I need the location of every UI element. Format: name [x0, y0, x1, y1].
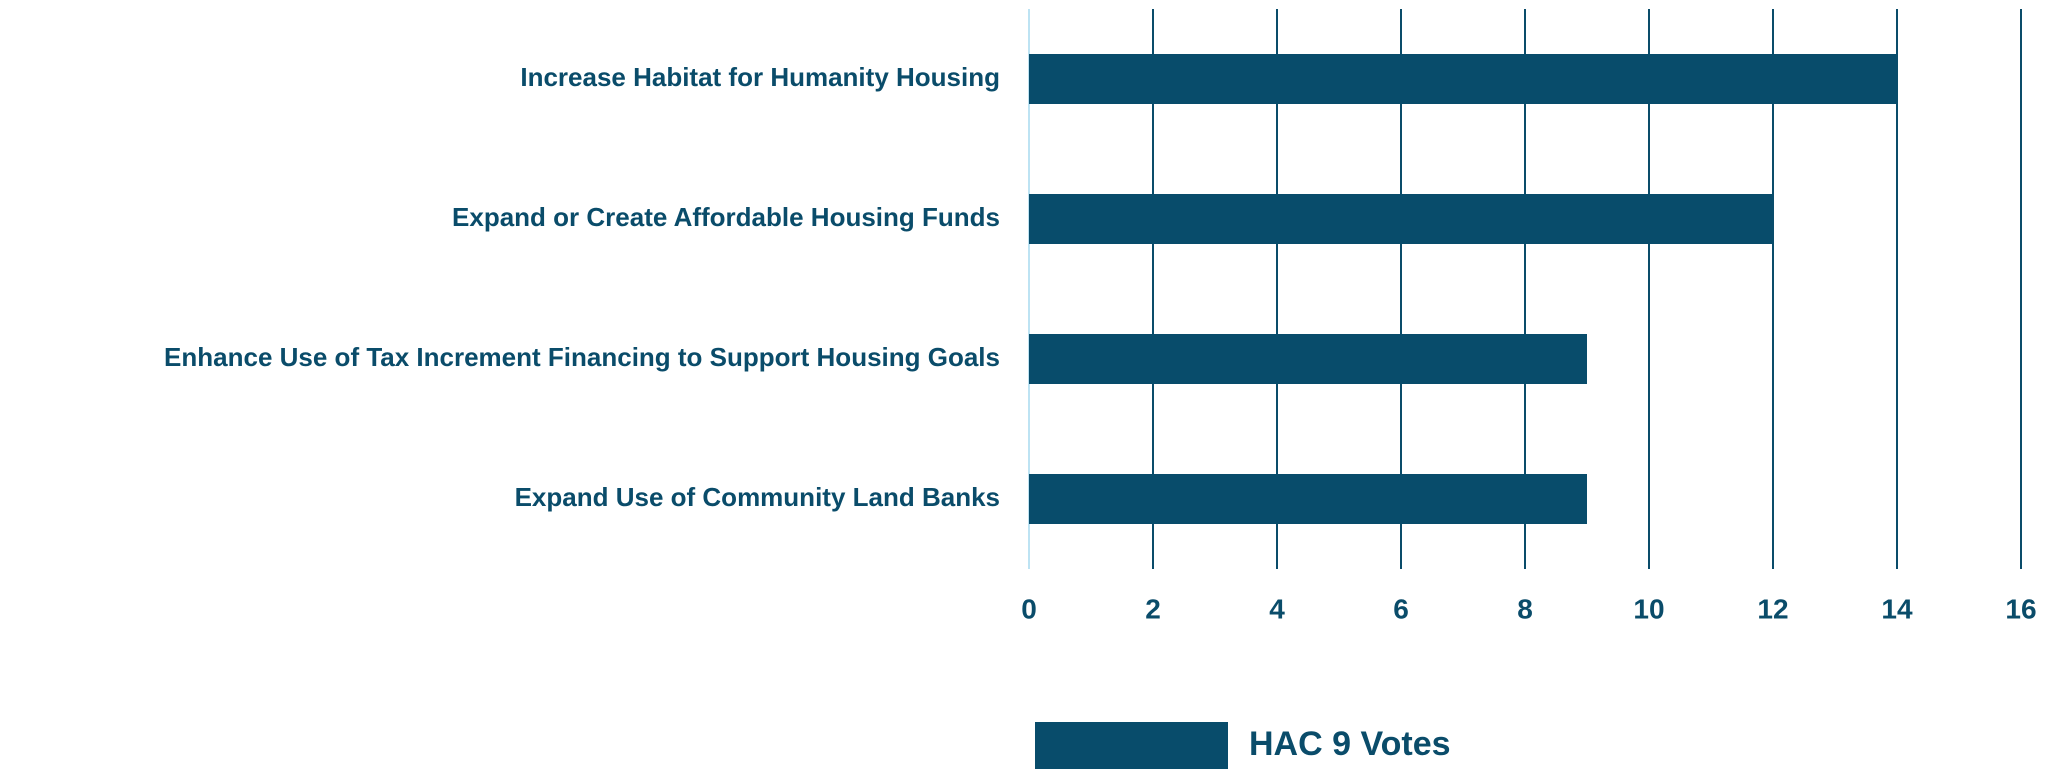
- x-tick-label: 14: [1881, 593, 1913, 624]
- x-tick-label: 4: [1269, 593, 1285, 624]
- x-tick-label: 16: [2005, 593, 2036, 624]
- bar: [1029, 54, 1897, 104]
- x-tick-label: 10: [1633, 593, 1664, 624]
- y-tick-label: Increase Habitat for Humanity Housing: [520, 62, 1000, 92]
- bar: [1029, 334, 1587, 384]
- legend-label: HAC 9 Votes: [1249, 725, 1451, 763]
- bar: [1029, 474, 1587, 524]
- legend-swatch: [1035, 722, 1228, 769]
- bar: [1029, 194, 1773, 244]
- x-tick-label: 2: [1145, 593, 1161, 624]
- y-tick-label: Expand or Create Affordable Housing Fund…: [452, 202, 1000, 232]
- y-tick-label: Enhance Use of Tax Increment Financing t…: [164, 342, 1000, 372]
- x-tick-label: 12: [1757, 593, 1788, 624]
- x-tick-label: 8: [1517, 593, 1533, 624]
- x-tick-label: 0: [1021, 593, 1037, 624]
- y-tick-label: Expand Use of Community Land Banks: [515, 482, 1000, 512]
- x-tick-label: 6: [1393, 593, 1409, 624]
